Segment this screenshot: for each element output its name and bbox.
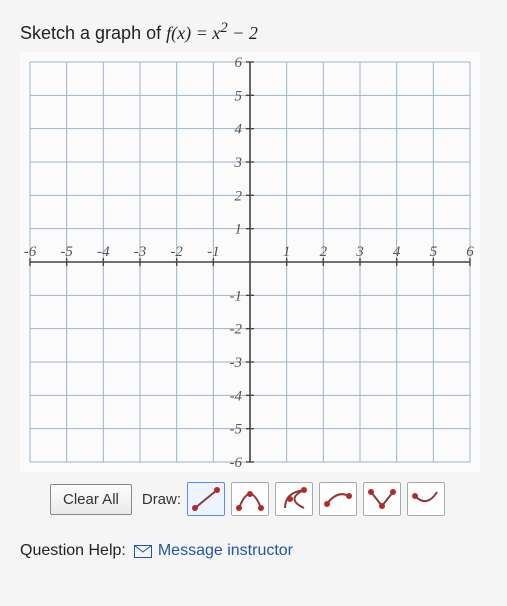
question-prompt: Sketch a graph of f(x) = x2 − 2 (20, 20, 487, 44)
svg-text:-3: -3 (230, 355, 243, 371)
svg-text:-2: -2 (230, 322, 243, 338)
draw-label: Draw: (142, 491, 181, 508)
line-segment-icon (191, 486, 221, 512)
svg-text:-1: -1 (207, 244, 220, 260)
svg-text:6: 6 (235, 55, 243, 71)
svg-text:1: 1 (235, 222, 243, 238)
svg-text:3: 3 (355, 244, 364, 260)
svg-text:-3: -3 (134, 244, 147, 260)
svg-text:-6: -6 (24, 244, 37, 260)
fn-tail: − 2 (228, 23, 258, 43)
svg-text:-1: -1 (230, 288, 243, 304)
svg-text:2: 2 (320, 244, 328, 260)
svg-text:-6: -6 (230, 455, 243, 471)
fn-lhs: f(x) (166, 23, 191, 43)
left-half-parabola-icon (279, 486, 309, 512)
svg-text:2: 2 (235, 188, 243, 204)
help-label: Question Help: (20, 542, 126, 560)
clear-all-button[interactable]: Clear All (50, 484, 132, 515)
svg-text:5: 5 (430, 244, 438, 260)
tool-v-shape-button[interactable] (363, 482, 401, 516)
svg-text:-4: -4 (97, 244, 110, 260)
parabola-up-icon (235, 486, 265, 512)
curve-right-icon (411, 486, 441, 512)
envelope-icon (134, 545, 152, 558)
draw-toolbar: Clear All Draw: (50, 482, 487, 516)
svg-text:-5: -5 (60, 244, 73, 260)
tool-left-half-parabola-button[interactable] (275, 482, 313, 516)
message-instructor-label: Message instructor (158, 542, 293, 560)
svg-text:-4: -4 (230, 388, 243, 404)
svg-text:6: 6 (466, 244, 474, 260)
svg-text:-2: -2 (170, 244, 183, 260)
curve-left-icon (323, 486, 353, 512)
svg-text:5: 5 (235, 88, 243, 104)
svg-text:3: 3 (234, 155, 243, 171)
svg-text:-5: -5 (230, 422, 243, 438)
message-instructor-link[interactable]: Message instructor (134, 542, 293, 560)
question-help-row: Question Help: Message instructor (20, 542, 487, 560)
graph-canvas[interactable]: -6 -5 -4 -3 -2 -1 1 2 3 4 5 6 -6 -5 -4 -3 -2 -1 1 2 3 4 5 6 (20, 52, 480, 472)
prompt-prefix: Sketch a graph of (20, 23, 166, 43)
tool-parabola-up-button[interactable] (231, 482, 269, 516)
svg-text:4: 4 (393, 244, 401, 260)
svg-text:4: 4 (235, 122, 243, 138)
tool-curve-left-button[interactable] (319, 482, 357, 516)
fn-eq: = (191, 23, 212, 43)
tool-curve-right-button[interactable] (407, 482, 445, 516)
v-shape-icon (367, 486, 397, 512)
fn-exp: 2 (220, 20, 228, 36)
svg-text:1: 1 (283, 244, 291, 260)
tool-line-button[interactable] (187, 482, 225, 516)
